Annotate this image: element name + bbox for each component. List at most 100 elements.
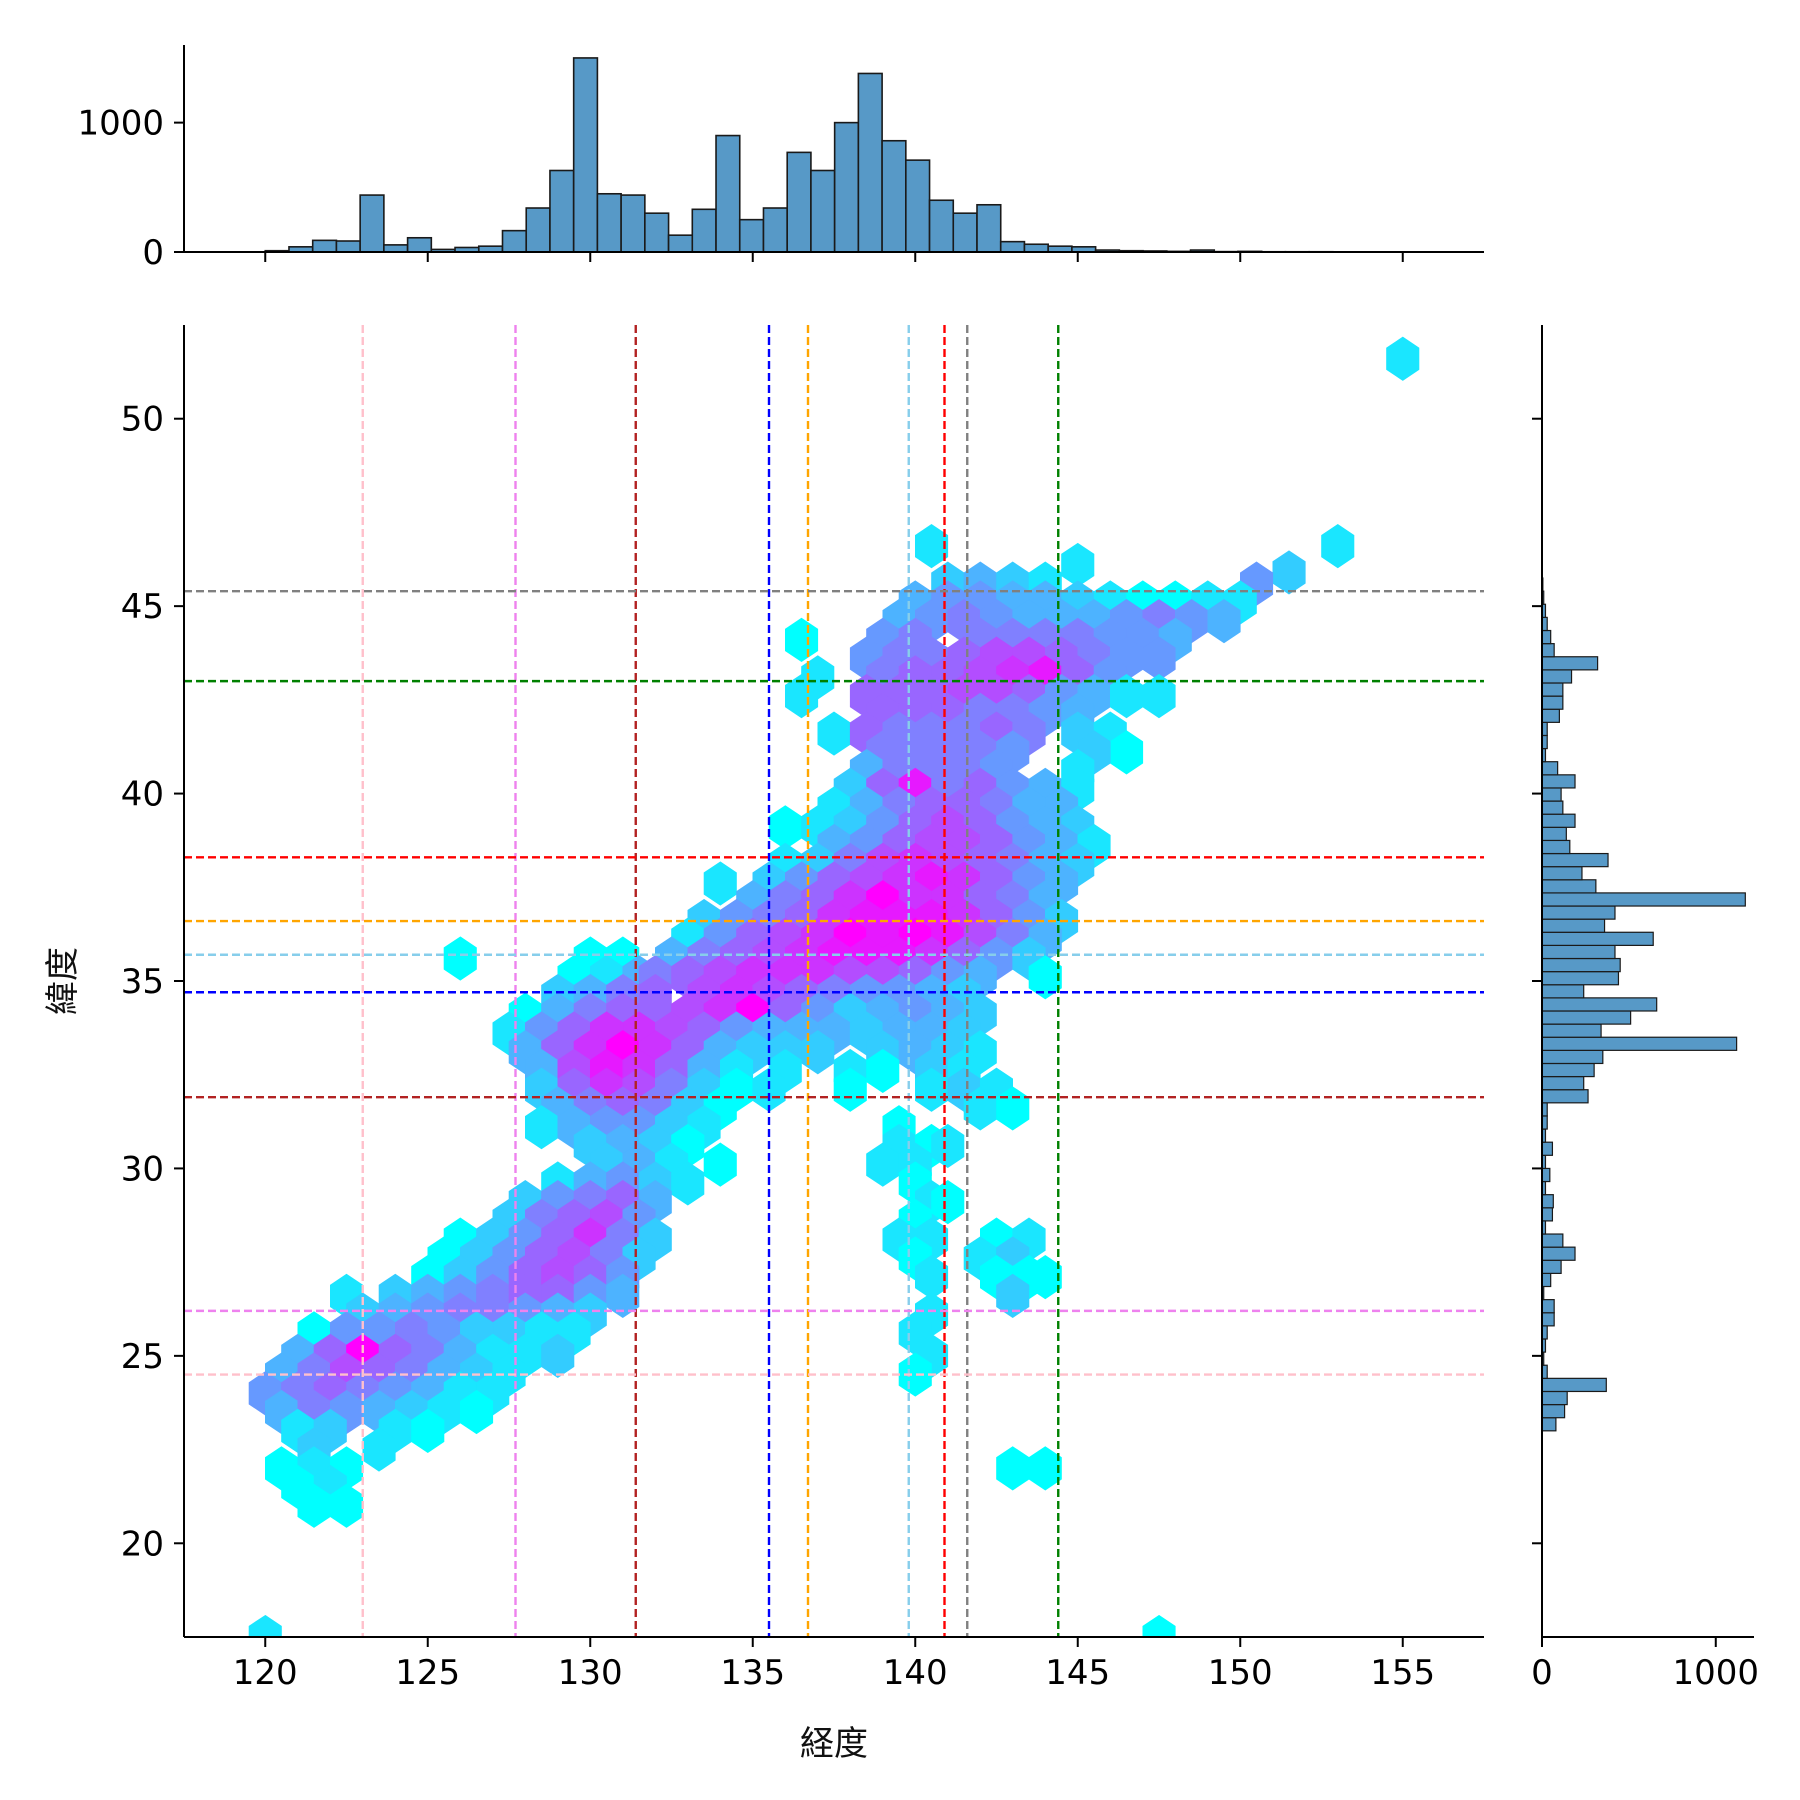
top-histogram-bar <box>810 169 836 253</box>
hexbin-cell <box>833 1067 867 1112</box>
hexbin-cell <box>362 1427 396 1472</box>
hexbin-cell <box>1142 1614 1176 1637</box>
right-histogram-bar <box>1541 708 1560 723</box>
y-tick-label: 35 <box>121 962 164 1002</box>
top-histogram-bar <box>359 194 385 253</box>
y-tick-label: 30 <box>121 1149 164 1189</box>
hexbin-cell <box>1028 1446 1062 1491</box>
y-axis-label: 緯度 <box>43 947 83 1015</box>
top-histogram-bar <box>620 194 646 253</box>
right-histogram-bar <box>1541 695 1564 710</box>
right-histogram-bar <box>1541 787 1562 802</box>
right-histogram-bar <box>1541 1207 1554 1222</box>
right-histogram-bar <box>1541 879 1597 894</box>
hexbin-cell <box>703 1142 737 1187</box>
y-tick-label: 40 <box>121 775 164 815</box>
right-histogram-bar <box>1541 1259 1562 1274</box>
x-tick-label: 150 <box>1208 1653 1273 1693</box>
y-tick-label: 45 <box>121 587 164 627</box>
right-histogram-bar <box>1541 1049 1604 1065</box>
x-tick-label: 120 <box>233 1653 298 1693</box>
right-histogram-bar <box>1541 905 1616 920</box>
top-histogram-bar <box>335 240 361 253</box>
right-histogram-bar <box>1541 866 1583 881</box>
right-histogram-bar <box>1541 839 1571 855</box>
y-tick-label: 50 <box>121 400 164 440</box>
top-histogram-bar <box>928 199 955 253</box>
top-histogram-bar <box>549 169 575 253</box>
right-histogram-bar <box>1541 643 1555 658</box>
hexbin-cell <box>541 1333 575 1378</box>
right-histogram-bar <box>1541 1312 1555 1327</box>
top-histogram-bar <box>905 159 931 253</box>
right-histogram-bar <box>1541 1010 1632 1025</box>
top-histogram-bar <box>596 192 622 253</box>
right-histogram-bar <box>1541 1299 1555 1314</box>
hexbin-cell <box>671 1161 705 1206</box>
hexbin-cell <box>459 1389 494 1435</box>
horizontal-reference-lines <box>184 589 1484 1376</box>
hexbin-cell <box>1386 336 1420 381</box>
right-histogram-bar <box>1541 984 1585 999</box>
x-tick-label: 125 <box>395 1653 460 1693</box>
right-histogram-bar <box>1541 1246 1576 1261</box>
right-histogram-bar <box>1541 826 1567 842</box>
hexbin-cell <box>1028 1255 1062 1300</box>
x-tick-label: 130 <box>558 1653 623 1693</box>
x-tick-label: 155 <box>1370 1653 1435 1693</box>
top-histogram-bar <box>999 240 1026 253</box>
hexbin-cell <box>931 1123 965 1169</box>
right-histogram-bar <box>1541 1075 1585 1091</box>
right-histogram-bars <box>1541 577 1746 1432</box>
top-histogram-bar <box>311 239 338 253</box>
hexbin-cell <box>914 524 949 569</box>
hexbin-cell <box>931 1180 965 1225</box>
top-histogram-bar <box>715 134 741 253</box>
top-histogram-bar <box>833 121 860 253</box>
hexbin-cell <box>817 711 851 756</box>
right-histogram-bar <box>1541 1062 1595 1078</box>
hexbin-cell <box>411 1408 445 1453</box>
hexbin-cell <box>1207 599 1241 644</box>
hexbin-cell <box>996 1273 1030 1318</box>
hexbin-cell <box>1142 674 1176 719</box>
hexbin-cell <box>606 1273 640 1318</box>
right-histogram-bar <box>1541 1403 1566 1419</box>
right-histogram-bar <box>1541 682 1564 697</box>
right-histogram-bar <box>1541 1233 1564 1248</box>
right-histogram-bar <box>1541 1036 1738 1051</box>
right-histogram-bar <box>1541 918 1606 933</box>
hexbin-cell <box>703 861 737 906</box>
top-histogram-bar <box>691 208 717 253</box>
right-histogram-bar <box>1541 1272 1552 1288</box>
top-hist-y-tick-label: 0 <box>142 233 164 273</box>
top-histogram-bar <box>786 151 812 253</box>
y-tick-label: 20 <box>121 1524 164 1564</box>
top-histogram-bar <box>667 234 694 253</box>
top-histogram-bar <box>501 229 528 253</box>
right-histogram-bar <box>1541 1089 1589 1104</box>
top-hist-y-tick-label: 1000 <box>77 104 164 144</box>
right-histogram-bar <box>1541 1377 1607 1393</box>
right-histogram-bar <box>1541 656 1599 671</box>
hexbin-cell <box>1028 955 1062 1000</box>
x-tick-label: 145 <box>1045 1653 1110 1693</box>
hexbin-cell <box>898 1352 932 1397</box>
right-hist-x-tick-label: 1000 <box>1673 1653 1760 1693</box>
top-histogram-bars <box>264 57 1334 253</box>
top-histogram-bar <box>383 244 409 253</box>
right-histogram-bar <box>1541 1023 1602 1038</box>
right-histogram-bar <box>1541 957 1621 973</box>
hexbin-cell <box>996 1446 1030 1491</box>
hexbin-cell <box>768 805 802 850</box>
hexbin-cell <box>443 936 477 981</box>
hexbin-layer <box>248 336 1420 1637</box>
hexbin-cell <box>784 674 819 719</box>
right-histogram-bar <box>1541 997 1658 1012</box>
right-histogram-bar <box>1541 669 1573 684</box>
right-histogram-bar <box>1541 1141 1554 1156</box>
hexbin-cell <box>866 1048 900 1094</box>
top-histogram-bar <box>572 57 599 253</box>
x-tick-label: 135 <box>720 1653 785 1693</box>
